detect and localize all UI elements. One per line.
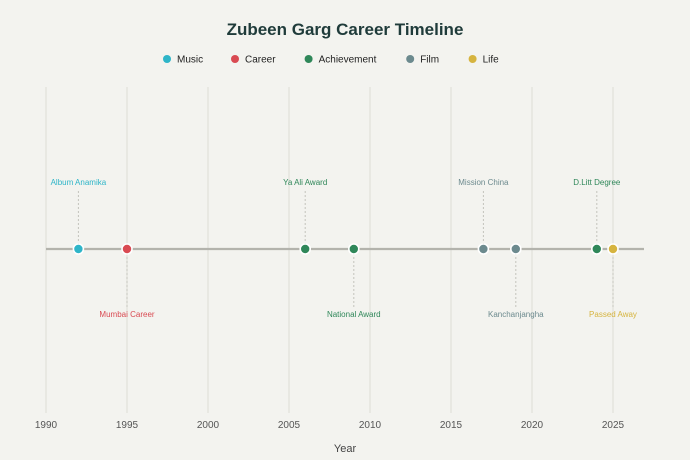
- event-points: [72, 243, 619, 255]
- legend-label: Film: [420, 55, 439, 66]
- legend-marker: [163, 55, 171, 63]
- legend: Music Career Achievement Film Life: [163, 55, 499, 66]
- legend-marker: [468, 55, 477, 63]
- x-tick-labels: 1990 1995 2000 2005 2010 2015 2020 2025: [35, 420, 625, 431]
- legend-marker: [406, 55, 415, 63]
- event-label: Mission China: [458, 178, 509, 187]
- event-labels: Album Anamika Mumbai Career Ya Ali Award Na…: [51, 178, 637, 319]
- legend-marker: [231, 55, 239, 63]
- x-tick-label: 2020: [521, 420, 544, 431]
- event-point-achievement: [590, 243, 603, 255]
- legend-label: Life: [483, 55, 500, 66]
- event-label: Album Anamika: [51, 178, 107, 187]
- chart-title: Zubeen Garg Career Timeline: [227, 20, 464, 39]
- event-label: Mumbai Career: [99, 310, 154, 319]
- event-label: National Award: [327, 310, 381, 319]
- legend-item-life: Life: [468, 55, 500, 66]
- x-tick-label: 2010: [359, 420, 382, 431]
- legend-item-film: Film: [406, 55, 439, 66]
- x-tick-label: 1995: [116, 420, 139, 431]
- event-point-music: [72, 243, 85, 255]
- x-tick-label: 1990: [35, 420, 58, 431]
- x-tick-label: 2005: [278, 420, 301, 431]
- event-label: Kanchanjangha: [488, 310, 544, 319]
- event-point-film: [509, 243, 522, 255]
- legend-item-music: Music: [163, 55, 203, 66]
- event-label: D.Litt Degree: [573, 178, 621, 187]
- event-point-life: [607, 243, 619, 255]
- label-connectors: [77, 189, 614, 308]
- x-tick-label: 2015: [440, 420, 463, 431]
- event-label: Ya Ali Award: [283, 178, 327, 187]
- x-tick-label: 2000: [197, 420, 220, 431]
- x-axis-title: Year: [334, 443, 357, 455]
- x-tick-label: 2025: [602, 420, 625, 431]
- event-point-achievement: [347, 243, 360, 255]
- legend-label: Career: [245, 55, 276, 66]
- event-point-achievement: [299, 243, 312, 255]
- event-label: Passed Away: [589, 310, 637, 319]
- legend-marker: [304, 55, 313, 63]
- legend-item-achievement: Achievement: [304, 55, 377, 66]
- legend-label: Achievement: [319, 55, 377, 66]
- event-point-career: [121, 243, 133, 255]
- legend-item-career: Career: [231, 55, 276, 66]
- legend-label: Music: [177, 55, 203, 66]
- event-point-film: [477, 243, 490, 255]
